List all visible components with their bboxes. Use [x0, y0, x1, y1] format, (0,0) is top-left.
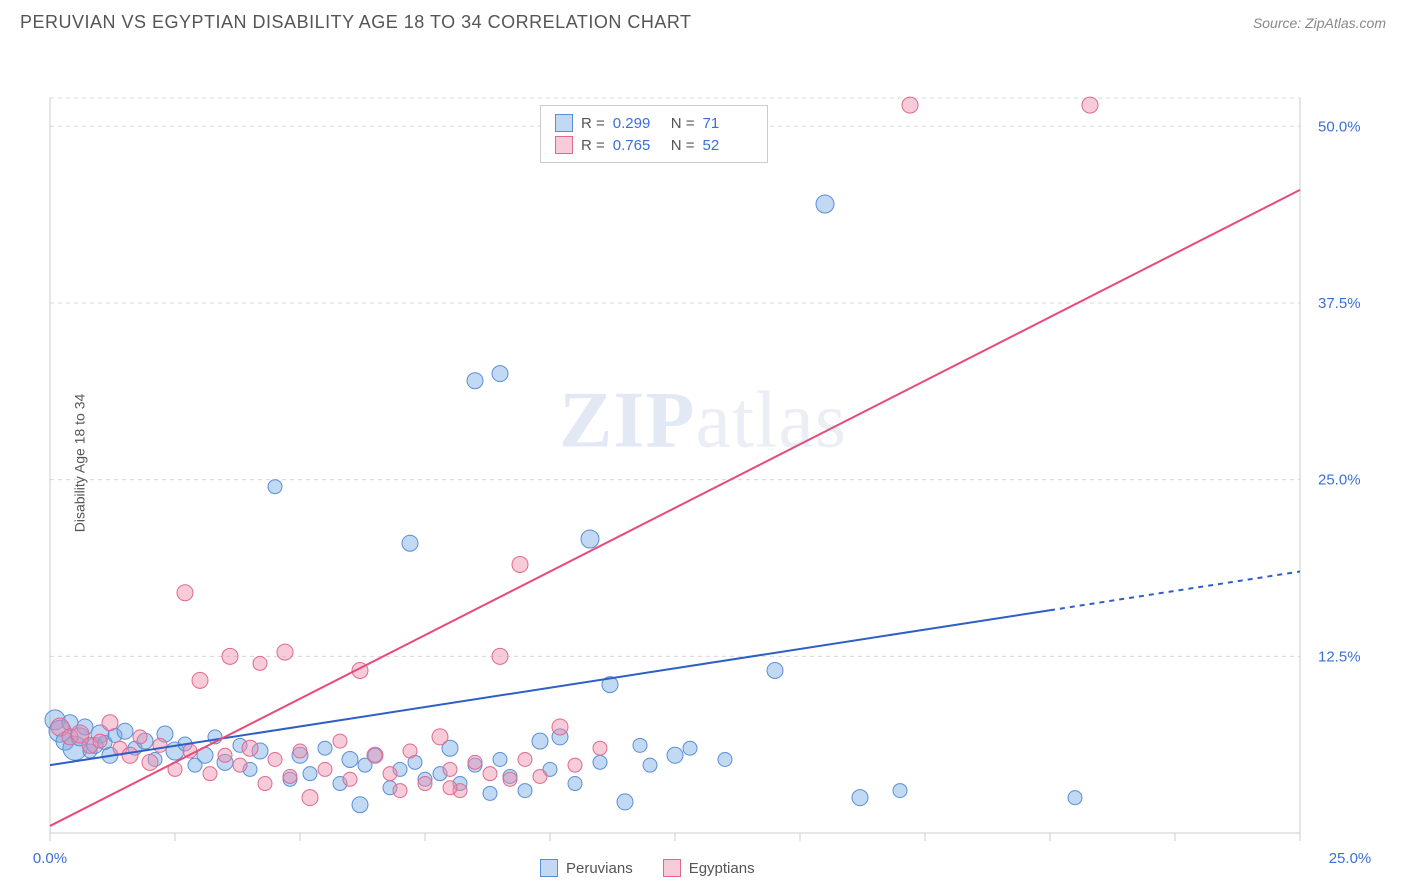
chart-header: PERUVIAN VS EGYPTIAN DISABILITY AGE 18 T…: [0, 0, 1406, 43]
y-axis-label: Disability Age 18 to 34: [71, 394, 87, 533]
legend-swatch-peruvians: [540, 859, 558, 877]
svg-text:50.0%: 50.0%: [1318, 118, 1361, 135]
chart-source: Source: ZipAtlas.com: [1253, 15, 1386, 31]
svg-text:0.0%: 0.0%: [33, 850, 67, 867]
stats-legend: R = 0.299 N = 71 R = 0.765 N = 52: [540, 105, 768, 163]
legend-item-egyptians: Egyptians: [663, 859, 755, 877]
legend-stats-egyptians: R = 0.765 N = 52: [581, 137, 753, 154]
svg-text:12.5%: 12.5%: [1318, 648, 1361, 665]
n-label: N =: [671, 137, 695, 154]
r-value-egyptians: 0.765: [613, 137, 663, 154]
legend-label-egyptians: Egyptians: [689, 860, 755, 877]
chart-area: Disability Age 18 to 34 12.5% 25.0% 37.5% 5…: [0, 43, 1406, 883]
legend-swatch-peruvians: [555, 114, 573, 132]
legend-row-peruvians: R = 0.299 N = 71: [555, 112, 753, 134]
legend-stats-peruvians: R = 0.299 N = 71: [581, 115, 753, 132]
r-value-peruvians: 0.299: [613, 115, 663, 132]
chart-title: PERUVIAN VS EGYPTIAN DISABILITY AGE 18 T…: [20, 12, 692, 33]
svg-text:25.0%: 25.0%: [1329, 850, 1372, 867]
r-label: R =: [581, 137, 605, 154]
legend-item-peruvians: Peruvians: [540, 859, 633, 877]
legend-label-peruvians: Peruvians: [566, 860, 633, 877]
scatter-plot-svg: 12.5% 25.0% 37.5% 50.0% 0.0% 25.0%: [0, 43, 1406, 883]
n-label: N =: [671, 115, 695, 132]
legend-swatch-egyptians: [663, 859, 681, 877]
svg-text:25.0%: 25.0%: [1318, 472, 1361, 489]
svg-text:37.5%: 37.5%: [1318, 295, 1361, 312]
r-label: R =: [581, 115, 605, 132]
source-prefix: Source:: [1253, 15, 1305, 31]
n-value-egyptians: 52: [703, 137, 753, 154]
legend-swatch-egyptians: [555, 136, 573, 154]
series-legend: Peruvians Egyptians: [540, 859, 755, 877]
n-value-peruvians: 71: [703, 115, 753, 132]
legend-row-egyptians: R = 0.765 N = 52: [555, 134, 753, 156]
source-name: ZipAtlas.com: [1305, 15, 1386, 31]
